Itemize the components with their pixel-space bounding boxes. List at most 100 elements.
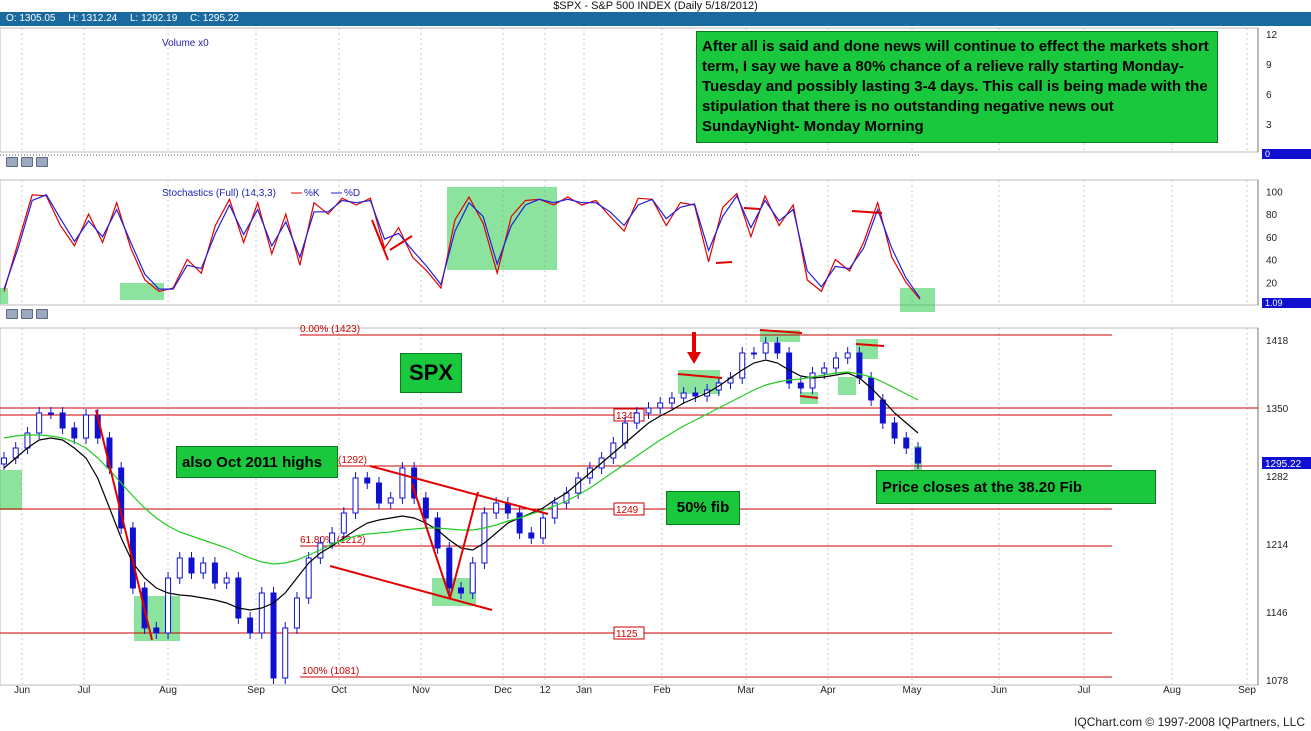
price-y-tick-label: 1146 [1266, 608, 1288, 619]
stochastics-annotation-line [371, 219, 389, 261]
candle-body [247, 617, 254, 634]
panel-up-button[interactable] [6, 157, 18, 167]
high-value: H: 1312.24 [68, 13, 118, 24]
candle-body [762, 342, 769, 354]
candle-body [352, 477, 359, 514]
candle-body [692, 392, 699, 397]
candle-body [282, 627, 289, 679]
price-y-tick-label: 1282 [1266, 472, 1289, 483]
stochastics-y-tick-label: 100 [1266, 187, 1283, 198]
price-trendline [799, 395, 819, 399]
candle-body [633, 412, 640, 424]
candle-body [575, 477, 582, 494]
candle-body [399, 467, 406, 499]
candle-body [446, 547, 453, 589]
long-ma-line [3, 371, 919, 565]
oct-highs-callout: also Oct 2011 highs [176, 446, 338, 478]
candle-body [47, 412, 54, 415]
candle-body [903, 437, 910, 449]
x-tick-label: Apr [820, 685, 836, 696]
x-tick-label: May [903, 685, 922, 696]
candle-body [786, 352, 793, 384]
fib-level-label: 1125 [616, 629, 638, 640]
candle-body [200, 562, 207, 574]
candle-body [258, 592, 265, 634]
price-trendline [449, 491, 479, 599]
panel-down-button[interactable] [21, 309, 33, 319]
candle-body [223, 577, 230, 584]
panel-close-button[interactable] [36, 157, 48, 167]
candle-body [844, 352, 851, 359]
candle-body [153, 627, 160, 634]
close-value: C: 1295.22 [190, 13, 239, 24]
candle-body [165, 577, 172, 634]
candle-body [469, 562, 476, 594]
candle-body [493, 502, 500, 514]
fib-level-label: 100% (1081) [302, 666, 359, 677]
price-y-tick-label: 1418 [1266, 336, 1289, 347]
copyright-footer: IQChart.com © 1997-2008 IQPartners, LLC [1074, 715, 1305, 729]
panel-close-button[interactable] [36, 309, 48, 319]
candle-body [305, 557, 312, 599]
candle-body [340, 512, 347, 534]
price-trendline [95, 409, 153, 641]
stochastics-annotation-line [743, 207, 761, 210]
short-ma-line [3, 359, 919, 611]
candle-body [481, 512, 488, 564]
panel-up-button[interactable] [6, 309, 18, 319]
x-tick-label: 12 [539, 685, 551, 696]
x-tick-label: Jun [991, 685, 1007, 696]
x-tick-label: Aug [159, 685, 177, 696]
x-tick-label: Sep [247, 685, 265, 696]
candle-body [83, 414, 90, 439]
main-note-callout: After all is said and done news will con… [696, 31, 1218, 143]
candle-body [809, 372, 816, 389]
candle-body [668, 397, 675, 404]
x-tick-label: Dec [494, 685, 512, 696]
candle-body [774, 342, 781, 354]
fib-level-label: 0.00% (1423) [300, 324, 360, 335]
candle-body [71, 427, 78, 439]
d-series-line [3, 194, 921, 299]
candle-body [680, 392, 687, 399]
volume-current-badge [1262, 149, 1311, 159]
candle-body [750, 352, 757, 355]
candle-body [540, 517, 547, 539]
stochastics-y-tick-label: 20 [1266, 278, 1278, 289]
panel-down-button[interactable] [21, 157, 33, 167]
price-trendline [329, 565, 493, 611]
candle-body [375, 482, 382, 504]
volume-y-tick-label: 12 [1266, 30, 1278, 41]
spx-label: SPX [400, 353, 462, 393]
candle-body [59, 412, 66, 429]
candle-body [657, 402, 664, 409]
ohlc-bar: O: 1305.05 H: 1312.24 L: 1292.19 C: 1295… [0, 12, 1311, 26]
x-tick-label: Jul [1078, 685, 1091, 696]
candle-body [797, 382, 804, 389]
price-trendline [759, 329, 803, 334]
candle-body [293, 597, 300, 629]
price-y-tick-label: 1214 [1266, 540, 1289, 551]
price-current-badge [1262, 457, 1311, 469]
stochastics-title: Stochastics (Full) (14,3,3) [162, 188, 276, 199]
x-tick-label: Jul [78, 685, 91, 696]
stochastics-current-badge [1262, 298, 1311, 308]
x-tick-label: Oct [331, 685, 347, 696]
volume-title: Volume x0 [162, 38, 209, 49]
price-highlight-zone [838, 377, 856, 395]
stochastics-highlight-zone [0, 288, 8, 304]
candle-body [211, 562, 218, 584]
candle-body [36, 412, 43, 434]
stochastics-highlight-zone [120, 283, 164, 300]
stochastics-y-tick-label: 60 [1266, 233, 1278, 244]
candle-body [832, 357, 839, 369]
open-value: O: 1305.05 [6, 13, 56, 24]
stochastics-annotation-line [851, 210, 883, 214]
candle-body [645, 407, 652, 414]
candle-body [1, 457, 7, 465]
candle-body [739, 352, 746, 379]
x-tick-label: Jan [576, 685, 592, 696]
stochastics-highlight-zone [900, 288, 935, 312]
fib-level-label: 1343 [616, 411, 639, 422]
red-arrow-head [687, 352, 701, 364]
